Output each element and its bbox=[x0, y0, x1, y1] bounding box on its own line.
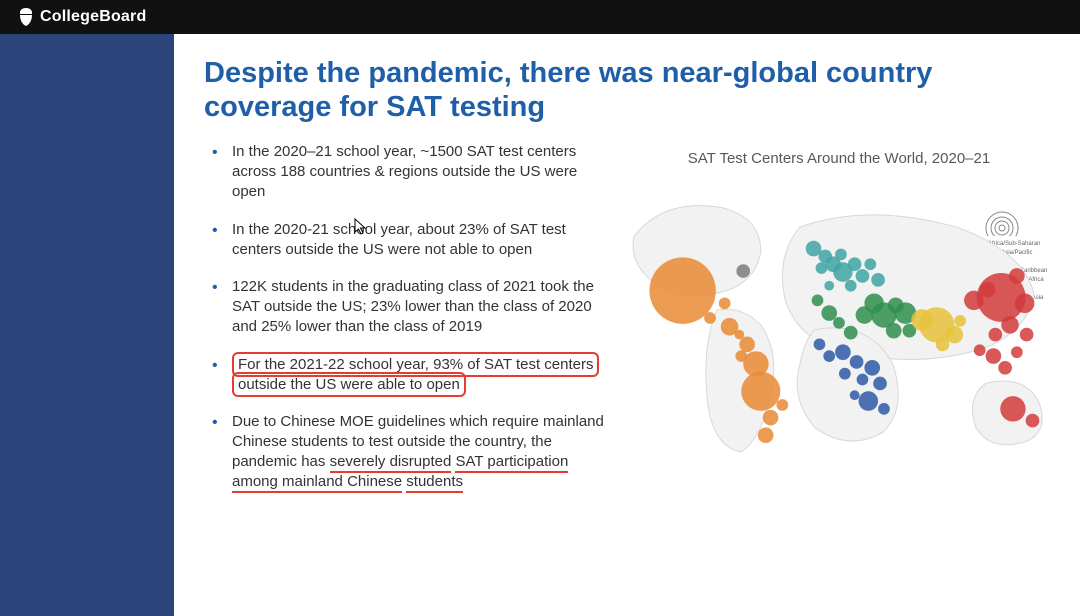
map-bubble bbox=[758, 428, 774, 444]
map-bubble bbox=[864, 259, 876, 271]
bullet-item: In the 2020-21 school year, about 23% of… bbox=[212, 220, 612, 260]
map-bubble bbox=[1000, 397, 1025, 422]
slide: Despite the pandemic, there was near-glo… bbox=[174, 34, 1080, 616]
map-bubble bbox=[741, 372, 780, 411]
map-bubble bbox=[1015, 294, 1035, 314]
map-bubble bbox=[844, 326, 858, 340]
map-bubble bbox=[850, 391, 860, 401]
map-bubble bbox=[736, 265, 750, 279]
map-bubble bbox=[936, 338, 950, 352]
map-bubble bbox=[954, 315, 966, 327]
map-bubble bbox=[859, 392, 879, 412]
map-bubble bbox=[850, 356, 864, 370]
map-bubble bbox=[1026, 414, 1040, 428]
bullet-list: In the 2020–21 school year, ~1500 SAT te… bbox=[204, 142, 612, 598]
map-bubble bbox=[864, 360, 880, 376]
slide-content: In the 2020–21 school year, ~1500 SAT te… bbox=[204, 142, 1054, 598]
stage: Despite the pandemic, there was near-glo… bbox=[0, 34, 1080, 616]
map-title: SAT Test Centers Around the World, 2020–… bbox=[624, 150, 1054, 167]
map-bubble bbox=[1009, 269, 1025, 285]
map-bubble bbox=[763, 410, 779, 426]
world-map bbox=[624, 188, 1054, 481]
acorn-icon bbox=[18, 8, 34, 26]
slide-title: Despite the pandemic, there was near-glo… bbox=[204, 56, 1054, 124]
map-bubble bbox=[845, 280, 857, 292]
map-bubble bbox=[776, 400, 788, 412]
bullet-item: For the 2021-22 school year, 93% of SAT … bbox=[212, 355, 612, 395]
map-bubble bbox=[739, 337, 755, 353]
bullet-item: 122K students in the graduating class of… bbox=[212, 277, 612, 336]
map-bubble bbox=[835, 345, 851, 361]
map-bubble bbox=[873, 377, 887, 391]
left-sidebar bbox=[0, 34, 174, 616]
map-bubble bbox=[812, 295, 824, 307]
map-bubble bbox=[974, 345, 986, 357]
top-bar: CollegeBoard bbox=[0, 0, 1080, 34]
map-bubble bbox=[719, 298, 731, 310]
map-bubble bbox=[998, 361, 1012, 375]
map-bubble bbox=[824, 281, 834, 291]
bullet-item: In the 2020–21 school year, ~1500 SAT te… bbox=[212, 142, 612, 201]
map-bubble bbox=[823, 351, 835, 363]
map-bubble bbox=[878, 403, 890, 415]
map-bubble bbox=[839, 368, 851, 380]
map-panel: SAT Test Centers Around the World, 2020–… bbox=[624, 142, 1054, 598]
map-bubble bbox=[821, 306, 837, 322]
map-bubble bbox=[848, 258, 862, 272]
map-bubble bbox=[1020, 328, 1034, 342]
map-bubble bbox=[856, 270, 870, 284]
bullet-item: Due to Chinese MOE guidelines which requ… bbox=[212, 412, 612, 491]
map-bubble bbox=[704, 313, 716, 325]
map-bubble bbox=[835, 249, 847, 261]
map-bubble bbox=[871, 273, 885, 287]
map-bubble bbox=[814, 339, 826, 351]
map-bubble bbox=[833, 317, 845, 329]
map-bubble bbox=[1011, 347, 1023, 359]
map-bubble bbox=[989, 328, 1003, 342]
map-bubble bbox=[857, 374, 869, 386]
map-bubble bbox=[1001, 316, 1019, 334]
brand-label: CollegeBoard bbox=[40, 8, 146, 26]
map-bubble bbox=[986, 349, 1002, 365]
map-bubble bbox=[886, 323, 902, 339]
